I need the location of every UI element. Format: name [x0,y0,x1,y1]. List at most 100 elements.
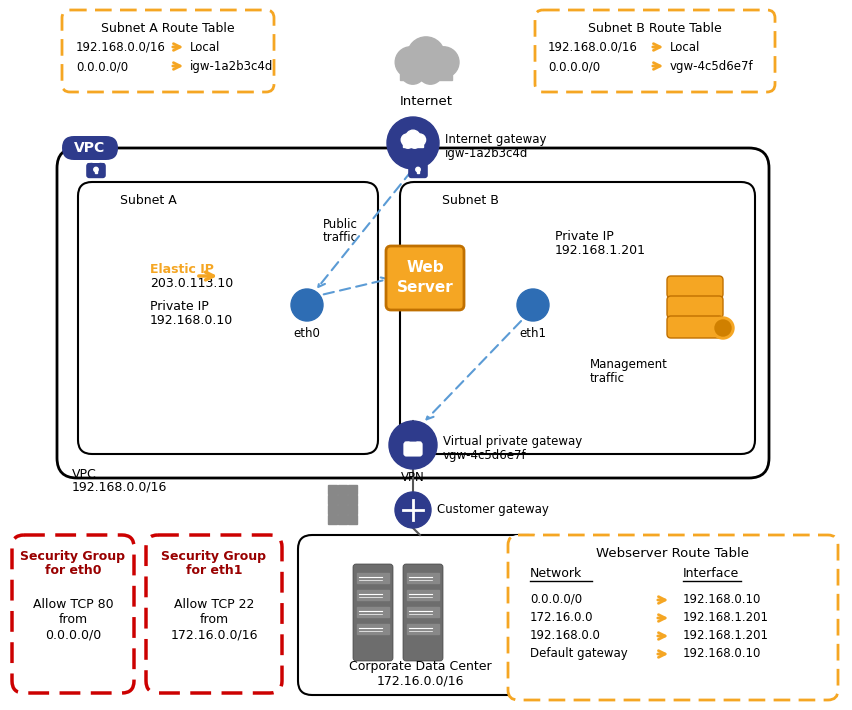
Circle shape [94,168,98,172]
FancyBboxPatch shape [57,148,769,478]
Text: Network: Network [530,567,582,580]
Text: Elastic IP: Elastic IP [150,263,214,276]
Text: 172.16.0.0: 172.16.0.0 [530,611,594,624]
Bar [95,170,97,173]
Text: Allow TCP 22: Allow TCP 22 [174,598,254,611]
FancyBboxPatch shape [667,296,723,318]
Text: Default gateway: Default gateway [530,647,628,660]
Text: 0.0.0.0/0: 0.0.0.0/0 [548,60,600,73]
Text: Security Group: Security Group [20,550,125,563]
Bar [348,505,357,514]
Bar [407,607,439,617]
Text: vgw-4c5d6e7f: vgw-4c5d6e7f [670,60,754,73]
Text: 203.0.113.10: 203.0.113.10 [150,277,233,290]
FancyBboxPatch shape [146,535,282,693]
Text: from: from [59,613,88,626]
Text: VPN: VPN [401,471,425,484]
Text: 172.16.0.0/16: 172.16.0.0/16 [377,675,463,688]
Text: 192.168.0.0: 192.168.0.0 [530,629,601,642]
Bar [338,505,347,514]
Text: Interface: Interface [683,567,740,580]
Bar [348,495,357,504]
FancyBboxPatch shape [508,535,838,700]
FancyBboxPatch shape [353,564,393,661]
Bar [412,448,414,452]
Bar [328,505,337,514]
Circle shape [400,60,425,84]
Circle shape [403,139,412,148]
FancyBboxPatch shape [86,163,106,178]
Text: Subnet B: Subnet B [442,194,499,207]
Bar [338,515,347,524]
FancyBboxPatch shape [400,182,755,454]
Text: igw-1a2b3c4d: igw-1a2b3c4d [190,60,273,73]
Circle shape [411,446,415,450]
Text: Server: Server [397,280,453,295]
Text: 0.0.0.0/0: 0.0.0.0/0 [530,593,582,606]
Bar [338,495,347,504]
FancyBboxPatch shape [403,564,443,661]
Text: Internet: Internet [400,95,452,108]
Text: 192.168.0.0/16: 192.168.0.0/16 [548,41,638,54]
Bar [407,573,439,583]
Text: Private IP: Private IP [555,230,613,243]
Text: 192.168.0.0/16: 192.168.0.0/16 [72,481,167,494]
Circle shape [291,289,323,321]
Text: Subnet B Route Table: Subnet B Route Table [588,22,722,35]
Text: Internet gateway: Internet gateway [445,133,546,146]
FancyBboxPatch shape [403,442,423,457]
Bar [357,607,389,617]
FancyBboxPatch shape [386,246,464,310]
Bar [400,69,452,80]
FancyBboxPatch shape [408,163,428,178]
Bar [328,515,337,524]
Circle shape [429,47,459,77]
Text: Private IP: Private IP [150,300,209,313]
Circle shape [517,289,549,321]
Circle shape [715,320,731,336]
Text: VPC: VPC [72,468,97,481]
Text: traffic: traffic [590,372,625,385]
Text: from: from [199,613,228,626]
Text: Web: Web [406,261,444,275]
Bar [357,573,389,583]
Circle shape [416,168,420,172]
Text: 0.0.0.0/0: 0.0.0.0/0 [76,60,128,73]
Bar [357,624,389,634]
Text: vgw-4c5d6e7f: vgw-4c5d6e7f [443,449,527,462]
Bar [357,590,389,600]
Circle shape [410,139,419,148]
Text: Subnet A Route Table: Subnet A Route Table [101,22,235,35]
Bar [348,515,357,524]
Circle shape [395,47,426,77]
Text: for eth0: for eth0 [45,564,101,577]
Text: Subnet A: Subnet A [120,194,176,207]
Text: Webserver Route Table: Webserver Route Table [596,547,750,560]
FancyBboxPatch shape [78,182,378,454]
Bar [328,485,337,494]
Text: 0.0.0.0/0: 0.0.0.0/0 [45,628,101,641]
FancyBboxPatch shape [62,10,274,92]
Text: igw-1a2b3c4d: igw-1a2b3c4d [445,147,528,160]
Text: Public: Public [323,218,358,231]
FancyBboxPatch shape [12,535,134,693]
Text: Corporate Data Center: Corporate Data Center [348,660,492,673]
Text: 192.168.0.0/16: 192.168.0.0/16 [76,41,166,54]
Circle shape [395,492,431,528]
Circle shape [387,117,439,169]
Bar [407,590,439,600]
Text: eth1: eth1 [520,327,546,340]
Bar [403,143,423,146]
FancyBboxPatch shape [535,10,775,92]
Circle shape [712,317,734,339]
Bar [348,485,357,494]
FancyBboxPatch shape [298,535,543,695]
Bar [407,624,439,634]
Text: 192.168.0.10: 192.168.0.10 [150,314,233,327]
Text: Management: Management [590,358,668,371]
Circle shape [401,134,413,146]
Text: eth0: eth0 [294,327,320,340]
Circle shape [389,421,437,469]
Text: Customer gateway: Customer gateway [437,503,549,516]
Bar [328,495,337,504]
